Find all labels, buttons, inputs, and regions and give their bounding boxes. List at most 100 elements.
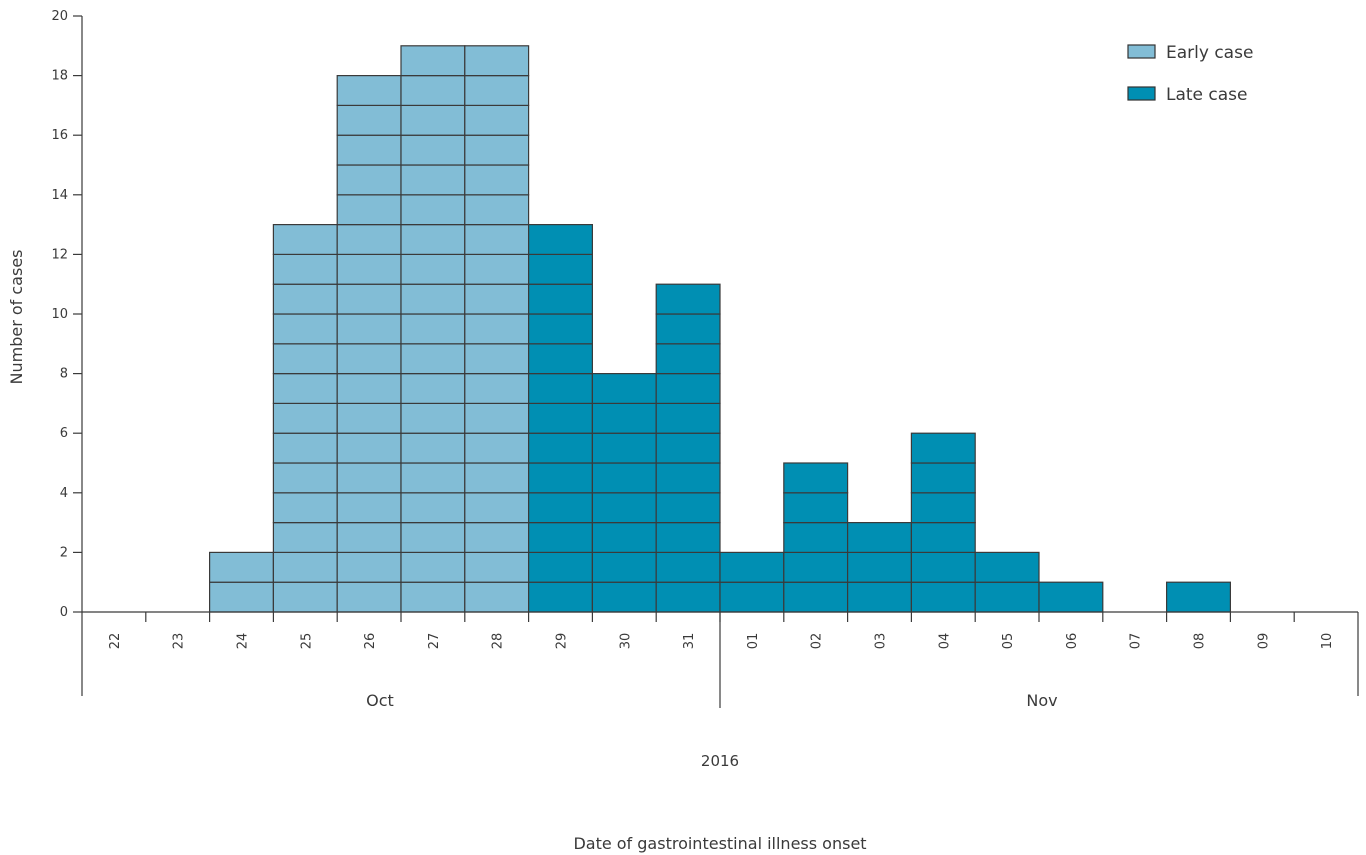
bar-unit-early-case-27 xyxy=(400,104,466,136)
bar-unit-late-case-05 xyxy=(974,581,1040,613)
bar-unit-early-case-26 xyxy=(336,313,402,345)
bar-unit-early-case-27 xyxy=(400,343,466,375)
y-tick-label-18: 18 xyxy=(51,69,68,84)
bar-unit-early-case-28 xyxy=(464,164,530,196)
x-axis-title: Date of gastrointestinal illness onset xyxy=(573,834,866,853)
y-tick-label-8: 8 xyxy=(60,367,68,382)
month-label-nov: Nov xyxy=(1026,691,1057,710)
bar-unit-early-case-26 xyxy=(336,462,402,494)
bar-unit-early-case-26 xyxy=(336,224,402,256)
bar-unit-late-case-04 xyxy=(910,581,976,613)
bar-unit-late-case-06 xyxy=(1038,581,1104,613)
bar-unit-late-case-30 xyxy=(591,551,657,583)
bar-unit-late-case-30 xyxy=(591,402,657,434)
x-tick-label-02: 02 xyxy=(810,633,825,650)
bar-unit-early-case-26 xyxy=(336,343,402,375)
x-tick-label-25: 25 xyxy=(299,633,314,650)
bar-unit-late-case-31 xyxy=(655,313,721,345)
bar-unit-late-case-29 xyxy=(527,224,593,256)
bar-unit-early-case-25 xyxy=(272,283,338,315)
bar-unit-late-case-30 xyxy=(591,462,657,494)
bar-unit-late-case-29 xyxy=(527,313,593,345)
x-tick-label-23: 23 xyxy=(172,633,187,650)
y-tick-label-4: 4 xyxy=(60,486,68,501)
bar-unit-early-case-28 xyxy=(464,462,530,494)
x-tick-label-28: 28 xyxy=(491,633,506,650)
bar-unit-early-case-27 xyxy=(400,581,466,613)
bar-unit-late-case-29 xyxy=(527,492,593,524)
year-label: 2016 xyxy=(701,752,739,770)
bar-unit-late-case-31 xyxy=(655,373,721,405)
bar-unit-late-case-31 xyxy=(655,492,721,524)
bar-unit-early-case-28 xyxy=(464,432,530,464)
x-tick-label-01: 01 xyxy=(746,633,761,650)
bar-unit-early-case-25 xyxy=(272,432,338,464)
bar-unit-late-case-04 xyxy=(910,492,976,524)
bar-unit-early-case-26 xyxy=(336,581,402,613)
y-tick-label-20: 20 xyxy=(51,9,68,24)
x-tick-label-27: 27 xyxy=(427,633,442,650)
x-tick-label-30: 30 xyxy=(618,633,633,650)
bar-unit-early-case-28 xyxy=(464,194,530,226)
bar-unit-early-case-27 xyxy=(400,402,466,434)
legend-label-early-case: Early case xyxy=(1166,43,1253,63)
bar-unit-late-case-02 xyxy=(783,551,849,583)
bar-unit-early-case-28 xyxy=(464,134,530,166)
bar-unit-early-case-26 xyxy=(336,492,402,524)
bar-unit-late-case-05 xyxy=(974,551,1040,583)
bar-unit-early-case-25 xyxy=(272,581,338,613)
bar-unit-late-case-02 xyxy=(783,492,849,524)
bar-unit-late-case-30 xyxy=(591,432,657,464)
bar-unit-early-case-28 xyxy=(464,551,530,583)
x-tick-label-29: 29 xyxy=(555,633,570,650)
y-tick-label-2: 2 xyxy=(60,545,68,560)
bar-unit-late-case-29 xyxy=(527,402,593,434)
bar-unit-late-case-31 xyxy=(655,432,721,464)
bar-unit-late-case-31 xyxy=(655,581,721,613)
bar-unit-early-case-27 xyxy=(400,313,466,345)
month-label-oct: Oct xyxy=(366,691,394,710)
bar-unit-late-case-01 xyxy=(719,581,785,613)
bar-unit-early-case-28 xyxy=(464,253,530,285)
bar-unit-early-case-27 xyxy=(400,373,466,405)
x-tick-label-08: 08 xyxy=(1193,633,1208,650)
y-tick-label-16: 16 xyxy=(51,128,68,143)
bar-unit-late-case-31 xyxy=(655,283,721,315)
bar-unit-early-case-27 xyxy=(400,283,466,315)
bar-unit-early-case-26 xyxy=(336,134,402,166)
bar-unit-early-case-26 xyxy=(336,402,402,434)
bar-unit-early-case-24 xyxy=(209,551,275,583)
bar-unit-late-case-02 xyxy=(783,462,849,494)
x-tick-label-04: 04 xyxy=(937,633,952,650)
bar-unit-early-case-25 xyxy=(272,521,338,553)
bar-unit-early-case-27 xyxy=(400,492,466,524)
y-tick-label-10: 10 xyxy=(51,307,68,322)
bar-unit-late-case-08 xyxy=(1165,581,1231,613)
bar-unit-late-case-29 xyxy=(527,581,593,613)
bar-unit-early-case-27 xyxy=(400,551,466,583)
bar-unit-late-case-29 xyxy=(527,521,593,553)
bar-unit-late-case-29 xyxy=(527,253,593,285)
bar-unit-late-case-29 xyxy=(527,283,593,315)
bar-unit-early-case-25 xyxy=(272,402,338,434)
y-tick-label-6: 6 xyxy=(60,426,68,441)
bar-unit-late-case-03 xyxy=(846,551,912,583)
y-tick-label-12: 12 xyxy=(51,247,68,262)
legend-swatch-late-case xyxy=(1127,86,1156,101)
legend: Early case Late case xyxy=(1127,43,1253,105)
legend-label-late-case: Late case xyxy=(1166,85,1248,105)
bar-unit-early-case-27 xyxy=(400,194,466,226)
bar-unit-late-case-31 xyxy=(655,521,721,553)
bar-unit-early-case-25 xyxy=(272,343,338,375)
bar-unit-late-case-02 xyxy=(783,581,849,613)
bars-layer xyxy=(209,45,1231,613)
bar-unit-early-case-26 xyxy=(336,551,402,583)
x-tick-label-26: 26 xyxy=(363,633,378,650)
bar-unit-late-case-04 xyxy=(910,462,976,494)
bar-unit-early-case-25 xyxy=(272,313,338,345)
y-tick-label-14: 14 xyxy=(51,188,68,203)
bar-unit-early-case-27 xyxy=(400,45,466,77)
bar-unit-late-case-29 xyxy=(527,432,593,464)
bar-unit-early-case-28 xyxy=(464,74,530,106)
